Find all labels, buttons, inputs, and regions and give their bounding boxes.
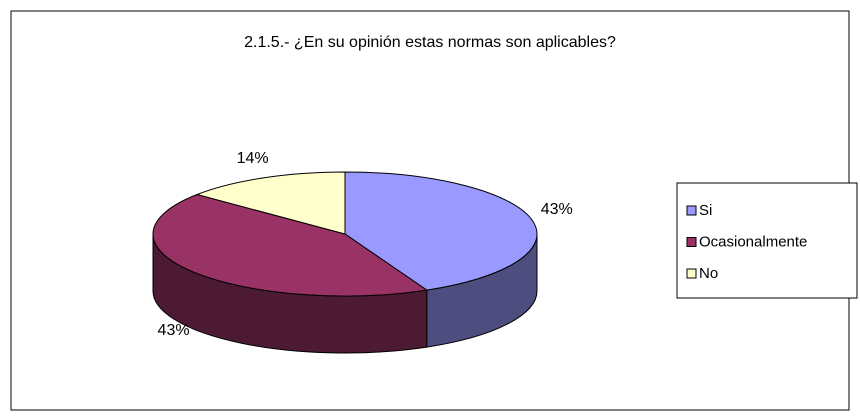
legend-swatch [686, 205, 697, 216]
slice [344, 171, 538, 291]
legend-label: Si [699, 202, 712, 219]
legend: Si Ocasionalmente No [686, 202, 807, 282]
data-label: 14% [237, 150, 269, 167]
slice [152, 193, 429, 297]
legend-box [676, 182, 858, 299]
legend-swatch [686, 268, 697, 279]
legend-label: Ocasionalmente [699, 233, 807, 250]
pie: 43% 43% 14% [152, 150, 573, 354]
chart-title: 2.1.5.- ¿En su opinión estas normas son … [244, 34, 616, 51]
data-label: 43% [158, 322, 190, 339]
legend-swatch [686, 237, 697, 247]
legend-label: No [699, 265, 718, 282]
data-label: 43% [541, 201, 573, 218]
slice [195, 171, 346, 235]
